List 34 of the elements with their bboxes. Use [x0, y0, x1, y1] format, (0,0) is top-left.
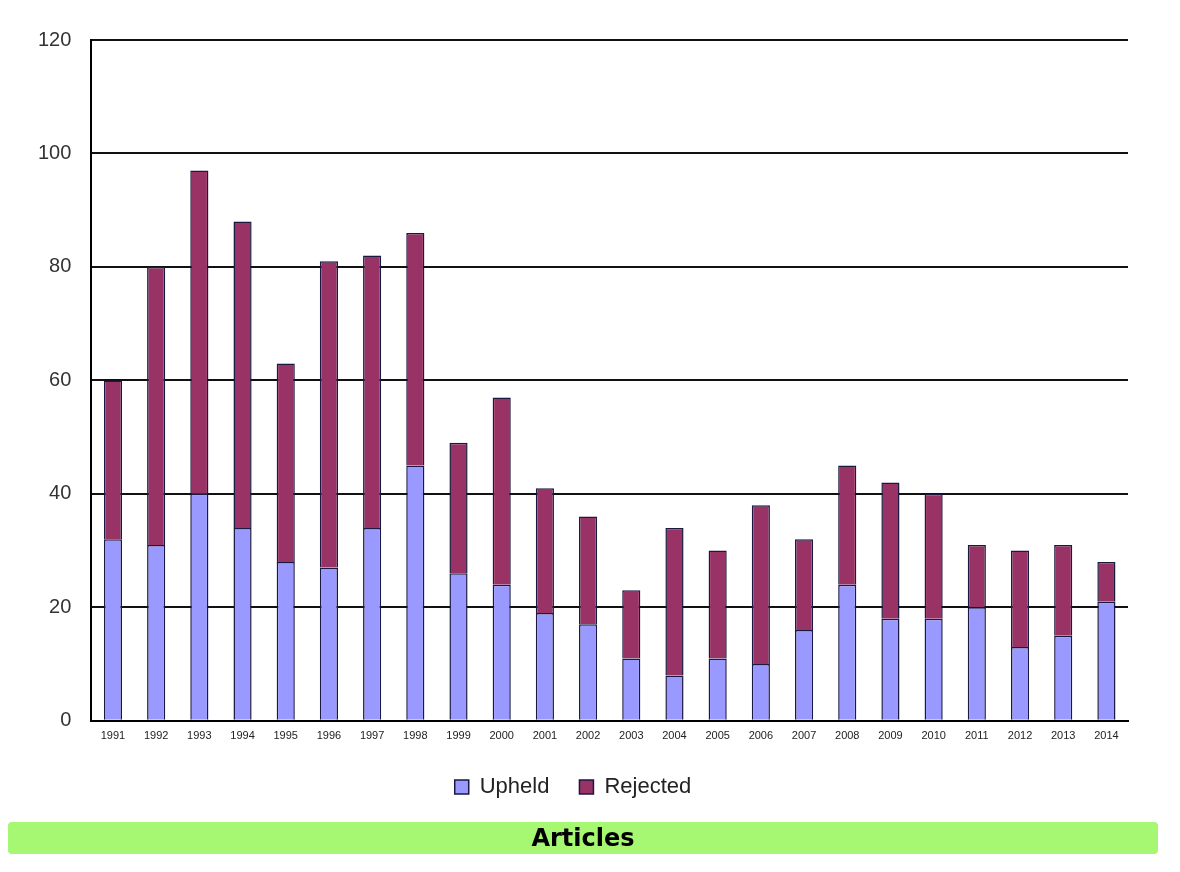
- x-tick-label: 1996: [316, 729, 342, 742]
- x-tick-label: 2004: [662, 729, 687, 742]
- x-tick-label: 2012: [1007, 729, 1033, 742]
- y-tick-label: 100: [37, 140, 72, 163]
- y-tick-label: 60: [49, 367, 72, 390]
- y-tick-label: 120: [37, 27, 72, 50]
- x-tick-label: 2002: [575, 729, 601, 742]
- x-tick-label: 1992: [143, 729, 169, 742]
- y-tick-label: 80: [49, 254, 72, 277]
- x-tick-label: 1993: [187, 729, 212, 742]
- y-tick-label: 40: [49, 481, 72, 504]
- x-tick-label: 1991: [100, 729, 126, 742]
- x-tick-label: 1997: [359, 729, 385, 742]
- text: Articles: [8, 822, 1158, 854]
- x-tick-label: 2010: [921, 729, 946, 742]
- legend-label: Upheld: [479, 773, 550, 799]
- x-tick-label: 2008: [835, 729, 860, 742]
- x-tick-label: 1998: [403, 729, 428, 742]
- x-tick-label: 2005: [705, 729, 730, 742]
- x-tick-label: 2014: [1094, 729, 1119, 742]
- x-tick-label: 2013: [1050, 729, 1076, 742]
- x-tick-label: 2007: [791, 729, 817, 742]
- x-tick-label: 1995: [273, 729, 298, 742]
- x-tick-label: 2011: [965, 729, 989, 742]
- x-tick-label: 2003: [619, 729, 644, 742]
- x-tick-label: 2009: [878, 729, 903, 742]
- x-tick-label: 2001: [532, 729, 558, 742]
- y-tick-label: 0: [60, 708, 72, 731]
- y-tick-label: 20: [49, 594, 72, 617]
- x-tick-label: 2006: [748, 729, 774, 742]
- legend-label: Rejected: [604, 773, 692, 799]
- x-tick-label: 1999: [446, 729, 471, 742]
- x-tick-label: 1994: [230, 729, 255, 742]
- x-tick-label: 2000: [489, 729, 514, 742]
